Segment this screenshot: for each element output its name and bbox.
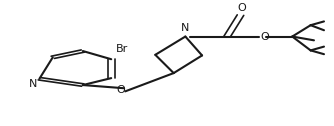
Text: Br: Br — [116, 44, 129, 54]
Text: N: N — [181, 23, 190, 33]
Text: O: O — [117, 85, 126, 95]
Text: O: O — [238, 3, 246, 13]
Text: O: O — [261, 32, 269, 42]
Text: N: N — [29, 79, 38, 89]
